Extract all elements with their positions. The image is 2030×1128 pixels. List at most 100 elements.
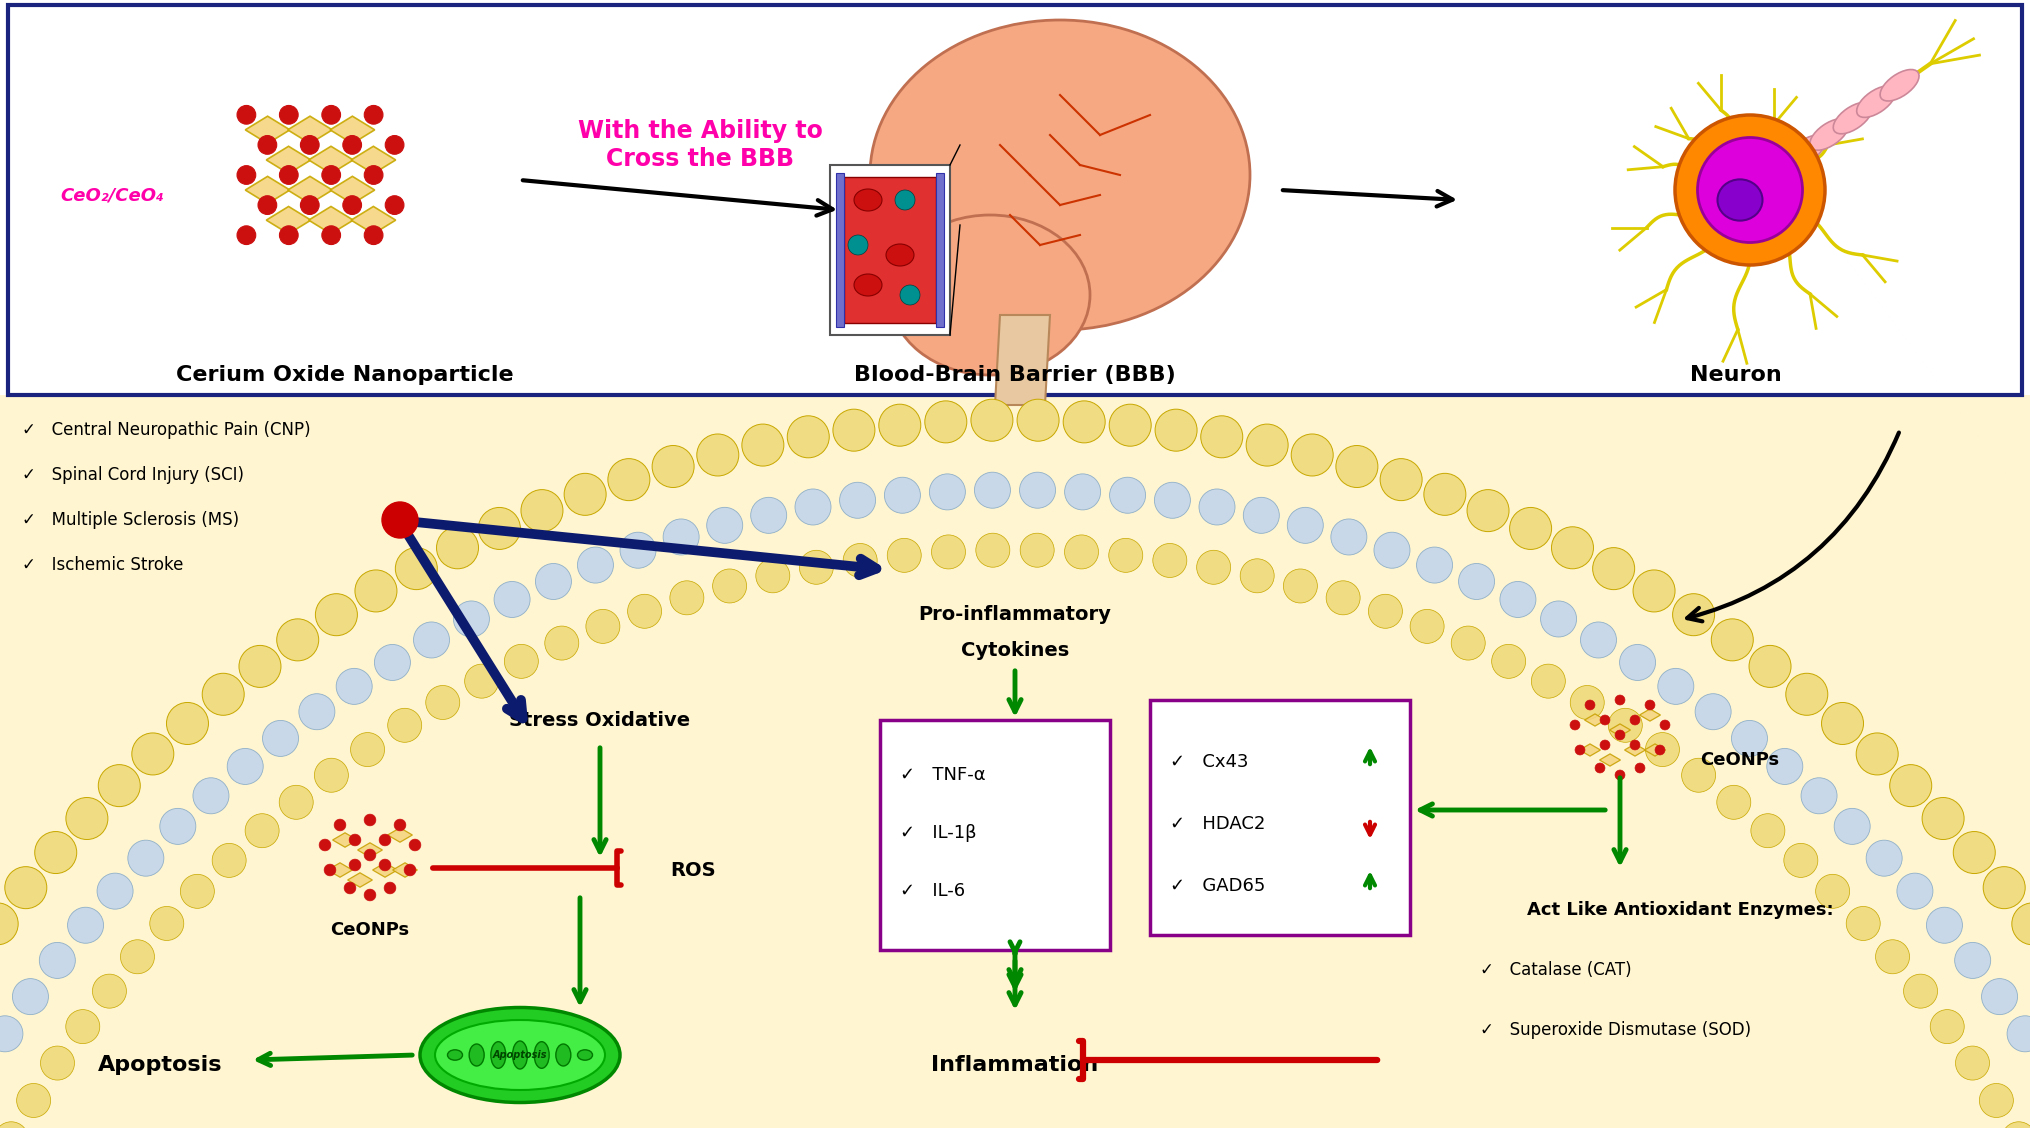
Ellipse shape bbox=[1594, 547, 1634, 590]
Polygon shape bbox=[374, 863, 398, 878]
Ellipse shape bbox=[1019, 473, 1056, 509]
Ellipse shape bbox=[930, 474, 966, 510]
Ellipse shape bbox=[1711, 619, 1754, 661]
Ellipse shape bbox=[713, 569, 747, 603]
Ellipse shape bbox=[1110, 477, 1145, 513]
Ellipse shape bbox=[619, 532, 656, 569]
Ellipse shape bbox=[479, 508, 520, 549]
Ellipse shape bbox=[1955, 1046, 1989, 1081]
Circle shape bbox=[280, 166, 298, 184]
Ellipse shape bbox=[276, 619, 319, 661]
Ellipse shape bbox=[855, 190, 881, 211]
Ellipse shape bbox=[1581, 622, 1616, 658]
Ellipse shape bbox=[388, 708, 422, 742]
Ellipse shape bbox=[587, 609, 619, 643]
Ellipse shape bbox=[1064, 400, 1104, 443]
Ellipse shape bbox=[1955, 942, 1991, 978]
Ellipse shape bbox=[652, 446, 694, 487]
Text: ✓   Ischemic Stroke: ✓ Ischemic Stroke bbox=[22, 556, 183, 574]
Ellipse shape bbox=[355, 570, 398, 611]
Ellipse shape bbox=[577, 547, 613, 583]
Ellipse shape bbox=[696, 434, 739, 476]
Polygon shape bbox=[392, 863, 418, 878]
Ellipse shape bbox=[150, 907, 185, 941]
Polygon shape bbox=[288, 176, 333, 204]
Ellipse shape bbox=[1380, 459, 1423, 501]
Bar bbox=[879, 720, 1110, 950]
Ellipse shape bbox=[1890, 765, 1933, 807]
Polygon shape bbox=[1585, 714, 1606, 726]
Ellipse shape bbox=[1510, 508, 1551, 549]
Bar bbox=[836, 173, 844, 327]
Ellipse shape bbox=[1717, 179, 1762, 221]
Ellipse shape bbox=[132, 733, 175, 775]
Ellipse shape bbox=[67, 907, 104, 943]
Ellipse shape bbox=[4, 866, 47, 909]
Ellipse shape bbox=[93, 975, 126, 1008]
Ellipse shape bbox=[469, 1045, 485, 1066]
Circle shape bbox=[849, 235, 869, 255]
Text: Apoptosis: Apoptosis bbox=[493, 1050, 548, 1060]
Ellipse shape bbox=[1287, 508, 1324, 544]
Ellipse shape bbox=[627, 594, 662, 628]
Circle shape bbox=[319, 839, 331, 851]
Ellipse shape bbox=[1717, 785, 1750, 819]
Ellipse shape bbox=[12, 979, 49, 1014]
Ellipse shape bbox=[1673, 593, 1715, 636]
Ellipse shape bbox=[1368, 594, 1403, 628]
Text: ✓   IL-1β: ✓ IL-1β bbox=[899, 823, 976, 841]
Ellipse shape bbox=[1926, 907, 1963, 943]
Bar bbox=[8, 5, 2022, 395]
Ellipse shape bbox=[1411, 609, 1443, 643]
Circle shape bbox=[394, 819, 406, 831]
Ellipse shape bbox=[1979, 1084, 2014, 1118]
Ellipse shape bbox=[970, 399, 1013, 441]
Polygon shape bbox=[351, 147, 396, 174]
Bar bbox=[1151, 700, 1411, 935]
Circle shape bbox=[238, 226, 256, 245]
Ellipse shape bbox=[97, 765, 140, 807]
Text: Stress Oxidative: Stress Oxidative bbox=[510, 711, 690, 730]
Ellipse shape bbox=[2012, 902, 2030, 945]
Ellipse shape bbox=[436, 527, 479, 569]
Circle shape bbox=[380, 834, 392, 846]
Ellipse shape bbox=[1531, 664, 1565, 698]
Ellipse shape bbox=[1762, 151, 1803, 183]
Ellipse shape bbox=[426, 686, 459, 720]
Ellipse shape bbox=[1374, 532, 1411, 569]
Ellipse shape bbox=[1283, 569, 1317, 603]
Ellipse shape bbox=[1541, 601, 1577, 637]
Ellipse shape bbox=[414, 622, 449, 658]
Ellipse shape bbox=[1017, 399, 1060, 441]
Polygon shape bbox=[351, 206, 396, 233]
Ellipse shape bbox=[1423, 474, 1466, 515]
Text: ✓   Multiple Sclerosis (MS): ✓ Multiple Sclerosis (MS) bbox=[22, 511, 240, 529]
Circle shape bbox=[386, 196, 404, 214]
Text: Pro-inflammatory: Pro-inflammatory bbox=[918, 606, 1112, 625]
Circle shape bbox=[363, 849, 376, 861]
Circle shape bbox=[1596, 763, 1606, 773]
Ellipse shape bbox=[35, 831, 77, 873]
Text: ✓   Central Neuropathic Pain (CNP): ✓ Central Neuropathic Pain (CNP) bbox=[22, 421, 311, 439]
Ellipse shape bbox=[796, 488, 830, 525]
Circle shape bbox=[349, 860, 361, 871]
Ellipse shape bbox=[1326, 581, 1360, 615]
Ellipse shape bbox=[1571, 686, 1604, 720]
Circle shape bbox=[1600, 715, 1610, 725]
Ellipse shape bbox=[1801, 778, 1837, 813]
Polygon shape bbox=[246, 116, 290, 143]
Text: ✓   TNF-α: ✓ TNF-α bbox=[899, 766, 987, 784]
Ellipse shape bbox=[522, 490, 562, 531]
Ellipse shape bbox=[976, 534, 1009, 567]
Ellipse shape bbox=[564, 474, 607, 515]
Text: Inflammation: Inflammation bbox=[932, 1055, 1098, 1075]
Ellipse shape bbox=[1196, 550, 1230, 584]
Ellipse shape bbox=[1632, 570, 1675, 611]
Ellipse shape bbox=[337, 669, 371, 704]
Ellipse shape bbox=[1242, 497, 1279, 534]
Circle shape bbox=[335, 819, 345, 831]
Ellipse shape bbox=[1815, 874, 1849, 908]
Ellipse shape bbox=[1551, 527, 1594, 569]
Ellipse shape bbox=[1021, 534, 1054, 567]
Circle shape bbox=[380, 860, 392, 871]
